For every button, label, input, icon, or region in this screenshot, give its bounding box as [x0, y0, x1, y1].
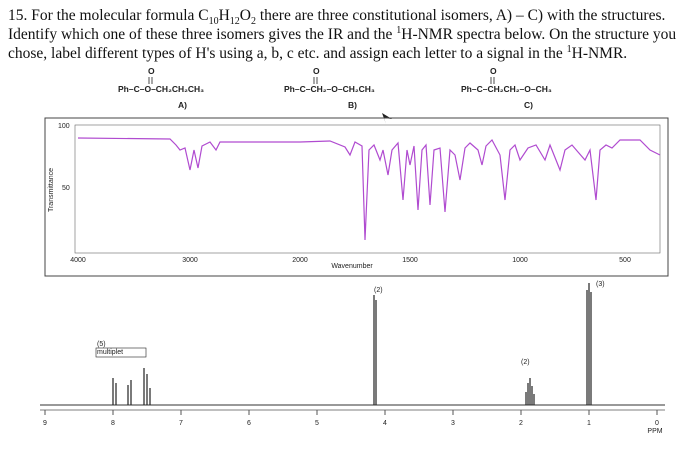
nmr-ticks: 9 8 7 6 5 4 3 2 1 0: [43, 410, 659, 427]
superscript: 1: [396, 24, 402, 36]
structure-label: C): [524, 100, 533, 110]
ir-y-label: 50: [62, 185, 70, 192]
question-text: H-NMR.: [571, 45, 628, 62]
question-text: For the molecular formula C: [31, 7, 209, 24]
subscript: 12: [229, 16, 240, 28]
ir-y-label: 100: [58, 123, 70, 130]
structure-b: O Ph–C–CH₂–O–CH₂CH₃ B): [284, 66, 392, 124]
subscript: 2: [251, 16, 256, 28]
ir-x-label: 500: [619, 257, 631, 264]
structure-label: B): [348, 100, 357, 110]
question-text: O: [239, 7, 251, 24]
nmr-tick-label: 7: [179, 420, 183, 427]
nmr-tick-label: 0: [655, 420, 659, 427]
ir-spectrum: 100 50 Transmittance 4000 3000 2000 1500…: [44, 117, 669, 277]
nmr-tick-label: 4: [383, 420, 387, 427]
structure-c: O Ph–C–CH₂CH₂–O–CH₃ C): [461, 66, 552, 110]
nmr-axis-title: PPM: [647, 428, 662, 435]
peak-label: multiplet: [97, 349, 123, 356]
peak-label: (5): [97, 341, 106, 348]
cursor: [382, 113, 392, 124]
formula: Ph–C–CH₂CH₂–O–CH₃: [461, 84, 552, 94]
question-text: there are three constitutional isomers, …: [8, 7, 666, 43]
peak-label: (2): [521, 359, 530, 366]
ir-x-label: 1000: [512, 257, 528, 264]
formula: Ph–C–CH₂–O–CH₂CH₃: [284, 84, 375, 94]
question: 15. For the molecular formula C10H12O2 t…: [8, 6, 688, 63]
peak-label: (3): [596, 281, 605, 288]
nmr-tick-label: 3: [451, 420, 455, 427]
nmr-tick-label: 5: [315, 420, 319, 427]
peak-label: (2): [374, 287, 383, 294]
carbonyl-oxygen: O: [490, 66, 497, 76]
nmr-tick-label: 1: [587, 420, 591, 427]
nmr-tick-label: 8: [111, 420, 115, 427]
ir-x-title: Wavenumber: [331, 263, 373, 270]
ir-x-label: 4000: [70, 257, 86, 264]
structure-label: A): [178, 100, 187, 110]
ir-trace: [77, 137, 661, 241]
structure-a: O Ph–C–O–CH₂CH₂CH₃ A): [118, 66, 204, 110]
ir-x-label: 3000: [182, 257, 198, 264]
ir-plot-area: [74, 124, 661, 254]
nmr-tick-label: 2: [519, 420, 523, 427]
carbonyl-oxygen: O: [313, 66, 320, 76]
nmr-tick-label: 6: [247, 420, 251, 427]
nmr-tick-label: 9: [43, 420, 47, 427]
question-text: H-NMR spectra below. On the structure yo…: [8, 26, 677, 62]
question-text: H: [218, 7, 230, 24]
superscript: 1: [566, 43, 572, 55]
question-number: 15.: [8, 7, 28, 24]
nmr-peaks: [112, 283, 592, 405]
label-box: [95, 347, 147, 358]
formula: Ph–C–O–CH₂CH₂CH₃: [118, 84, 204, 94]
subscript: 10: [208, 16, 219, 28]
carbonyl-oxygen: O: [148, 66, 155, 76]
ir-x-label: 1500: [402, 257, 418, 264]
nmr-spectrum: 9 8 7 6 5 4 3 2 1 0 PPM (5) multiplet (2) (2) (3): [40, 281, 665, 435]
ir-x-label: 2000: [292, 257, 308, 264]
ir-frame: [44, 117, 669, 277]
ir-y-title: Transmittance: [48, 168, 55, 212]
